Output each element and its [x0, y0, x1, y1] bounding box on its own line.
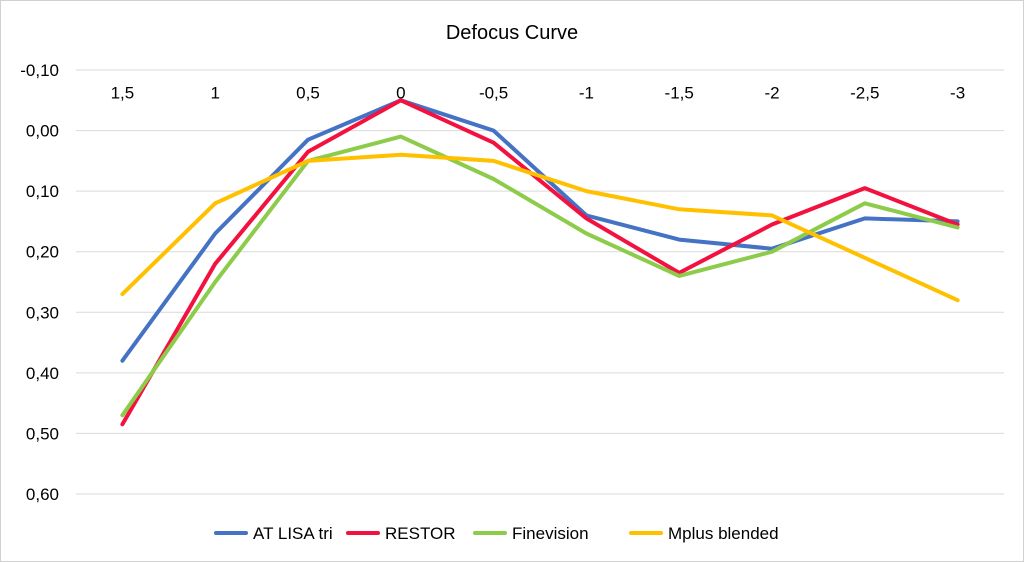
series-line-4: [120, 152, 960, 303]
series-line-3: [120, 134, 960, 418]
x-tick-label: 1,5: [111, 83, 135, 102]
y-tick-label: 0,30: [26, 303, 59, 322]
series-line-1: [120, 98, 960, 363]
y-tick-labels: -0,10 0,00 0,10 0,20 0,30 0,40 0,50 0,60: [20, 61, 59, 504]
grid-lines: [76, 69, 1004, 495]
y-tick-label: 0,40: [26, 364, 59, 383]
x-tick-label: -2: [764, 83, 779, 102]
y-tick-label: 0,60: [26, 485, 59, 504]
y-tick-label: 0,50: [26, 424, 59, 443]
x-tick-label: -1: [579, 83, 594, 102]
x-tick-label: -1,5: [665, 83, 694, 102]
legend-label: AT LISA tri: [253, 524, 333, 543]
chart-title: Defocus Curve: [446, 22, 578, 44]
y-tick-label: 0,00: [26, 122, 59, 141]
legend: AT LISA tri RESTOR Finevision Mplus blended: [214, 524, 779, 543]
y-tick-label: -0,10: [20, 61, 59, 80]
legend-label: RESTOR: [385, 524, 456, 543]
legend-label: Finevision: [512, 524, 589, 543]
x-tick-label: -3: [950, 83, 965, 102]
x-tick-label: 1: [210, 83, 219, 102]
y-tick-label: 0,10: [26, 182, 59, 201]
series-lines: [120, 98, 960, 427]
x-tick-label: 0,5: [296, 83, 320, 102]
legend-label: Mplus blended: [668, 524, 779, 543]
x-tick-label: -2,5: [850, 83, 879, 102]
y-tick-label: 0,20: [26, 243, 59, 262]
x-tick-label: 0: [396, 83, 405, 102]
x-tick-label: -0,5: [479, 83, 508, 102]
x-tick-labels: 1,5 1 0,5 0 -0,5 -1 -1,5 -2 -2,5 -3: [111, 83, 966, 102]
series-line-2: [120, 98, 960, 427]
